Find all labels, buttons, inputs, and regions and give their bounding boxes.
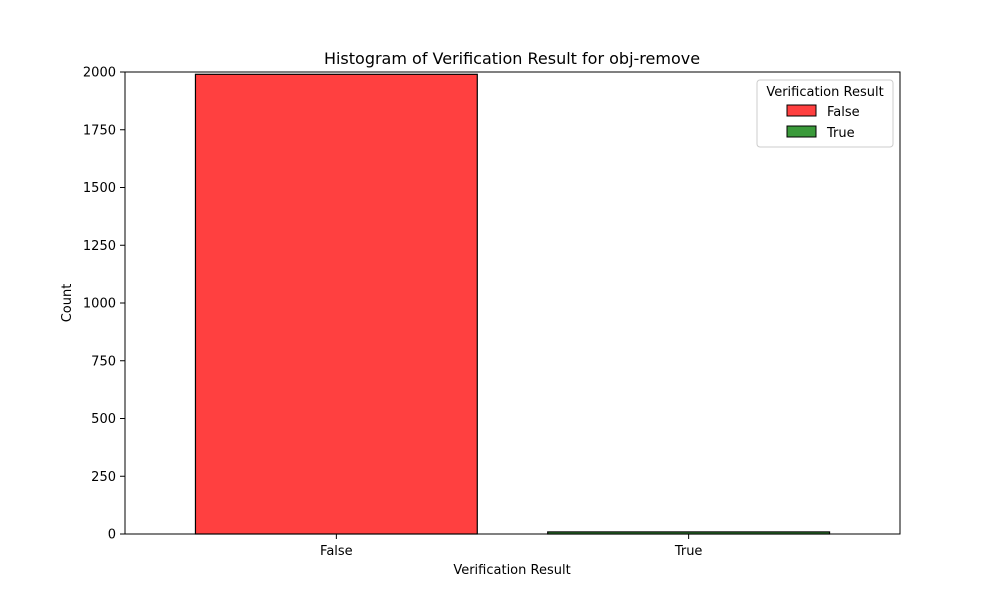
- bar-false: [194, 73, 478, 535]
- y-tick-label: 0: [108, 528, 116, 543]
- y-tick-label: 1250: [83, 239, 116, 254]
- y-tick-label: 750: [91, 354, 116, 369]
- legend-label-false: False: [827, 105, 860, 120]
- bars-group: [194, 73, 831, 535]
- x-tick-label: False: [320, 544, 353, 559]
- y-tick-label: 500: [91, 412, 116, 427]
- legend-title: Verification Result: [766, 85, 883, 100]
- y-axis-ticks: 0 250 500 750 1000 1250 1500 1750 2000: [83, 66, 125, 543]
- y-axis-label: Count: [60, 284, 75, 323]
- x-tick-label: True: [674, 544, 703, 559]
- legend-swatch-false: [786, 104, 817, 117]
- legend: Verification Result False True: [756, 79, 894, 148]
- chart-title: Histogram of Verification Result for obj…: [324, 49, 700, 68]
- legend-label-true: True: [826, 126, 855, 141]
- y-tick-label: 1750: [83, 123, 116, 138]
- y-tick-label: 1000: [83, 297, 116, 312]
- x-axis-ticks: False True: [320, 534, 702, 559]
- legend-swatch-true: [786, 125, 817, 138]
- y-tick-label: 250: [91, 470, 116, 485]
- y-tick-label: 2000: [83, 66, 116, 81]
- y-tick-label: 1500: [83, 181, 116, 196]
- x-axis-label: Verification Result: [453, 563, 570, 578]
- plot-area: 0 250 500 750 1000 1250 1500 1750 2000 False True: [83, 66, 901, 559]
